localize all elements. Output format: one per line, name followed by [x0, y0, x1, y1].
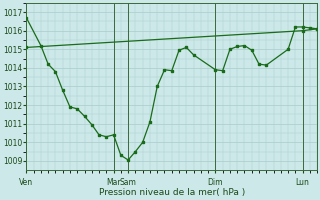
- X-axis label: Pression niveau de la mer( hPa ): Pression niveau de la mer( hPa ): [99, 188, 245, 197]
